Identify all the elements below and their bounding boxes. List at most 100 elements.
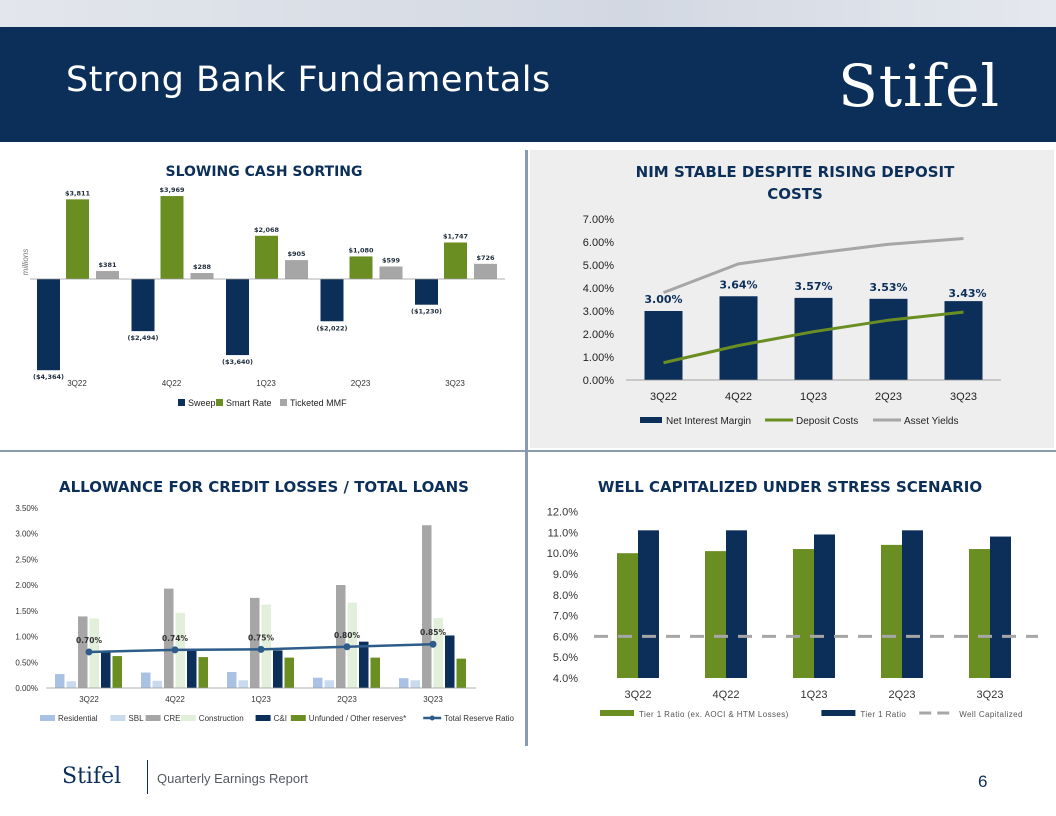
bar-tier-1-ratio-ex-aoci-htm-losses-3Q23: [969, 549, 990, 678]
bar-ticketed-mmf-2Q23: [379, 266, 403, 279]
bar-cre-3Q23: [422, 525, 432, 688]
y-tick-label: 1.50%: [15, 607, 38, 616]
bar-sweep-4Q22: [131, 279, 155, 332]
bar-tier-1-ratio-ex-aoci-htm-losses-2Q23: [881, 544, 902, 678]
cash-sorting-chart: SLOWING CASH SORTING millions ($4,364) $3,8…: [21, 164, 505, 408]
bar-sweep-2Q23: [320, 279, 344, 322]
y-tick-label: 2.00%: [583, 329, 614, 341]
legend-label-tier-1-ratio: Tier 1 Ratio: [860, 710, 906, 719]
bar-cre-3Q22: [78, 616, 88, 688]
stifel-logo: Stifel: [838, 52, 1000, 120]
y-tick-label: 9.0%: [553, 569, 578, 581]
title-banner: [0, 27, 1056, 142]
y-tick-label: 1.00%: [15, 633, 38, 642]
legend-swatch-ticketed-mmf: [280, 399, 287, 406]
legend-label-sbl: SBL: [128, 714, 144, 723]
data-label: $288: [193, 263, 212, 271]
bar-c-i-4Q22: [187, 649, 197, 688]
bar-residential-3Q23: [399, 678, 409, 688]
y-tick-label: 4.0%: [553, 673, 578, 685]
legend-label-residential: Residential: [58, 714, 98, 723]
y-tick-label: 11.0%: [548, 527, 579, 539]
legend-label-smart-rate: Smart Rate: [226, 398, 272, 408]
chart-background: [530, 150, 1054, 448]
data-label: 0.85%: [420, 628, 447, 637]
bar-residential-1Q23: [227, 672, 237, 688]
vertical-divider: [525, 150, 528, 746]
bar-tier-1-ratio-3Q23: [990, 536, 1011, 678]
x-tick-label: 1Q23: [256, 379, 276, 388]
bar-smart-rate-3Q23: [444, 242, 467, 279]
bar-nim-4Q22: [719, 296, 758, 380]
legend-swatch-tier-1-ratio-ex-aoci-htm-losses: [600, 710, 634, 716]
bar-nim-1Q23: [794, 297, 833, 380]
bar-unfunded-other-reserves-3Q23: [456, 658, 466, 688]
bar-ticketed-mmf-1Q23: [285, 260, 308, 279]
x-tick-label: 3Q23: [950, 391, 977, 403]
legend-swatch-c-i: [255, 715, 271, 721]
legend-label-sweep: Sweep: [188, 398, 216, 408]
bar-tier-1-ratio-3Q22: [638, 530, 659, 678]
top-strip: [0, 0, 1056, 27]
bar-smart-rate-2Q23: [349, 256, 373, 279]
bar-nim-3Q22: [644, 311, 683, 380]
bar-sbl-2Q23: [324, 680, 334, 688]
y-axis-label: millions: [21, 249, 30, 276]
x-tick-label: 3Q23: [423, 695, 443, 704]
data-label: 0.75%: [248, 633, 275, 642]
bar-ticketed-mmf-3Q23: [474, 263, 497, 279]
legend-label-deposit-costs: Deposit Costs: [796, 416, 858, 427]
legend-marker-total-reserve-ratio: [429, 715, 435, 721]
bar-smart-rate-4Q22: [160, 196, 184, 279]
x-tick-label: 3Q22: [67, 379, 87, 388]
data-label: $1,747: [443, 232, 468, 240]
data-label: 3.53%: [869, 281, 907, 294]
bar-construction-3Q22: [89, 618, 99, 688]
x-tick-label: 4Q22: [162, 379, 182, 388]
legend-label-unfunded-other-reserves: Unfunded / Other reserves*: [309, 714, 406, 723]
data-label: $599: [382, 256, 401, 264]
data-label: ($4,364): [33, 373, 64, 381]
x-tick-label: 1Q23: [800, 391, 827, 403]
legend-swatch-residential: [40, 715, 55, 721]
bar-sbl-1Q23: [238, 680, 248, 688]
data-label: $381: [98, 261, 117, 269]
bar-smart-rate-1Q23: [255, 235, 278, 279]
data-label: $2,068: [254, 226, 280, 234]
bar-smart-rate-3Q22: [66, 199, 89, 279]
chart-title: ALLOWANCE FOR CREDIT LOSSES / TOTAL LOAN…: [59, 478, 469, 496]
y-tick-label: 2.50%: [15, 555, 38, 564]
bar-sbl-3Q23: [410, 680, 420, 688]
bar-sbl-4Q22: [152, 680, 162, 688]
horizontal-divider: [0, 450, 1056, 452]
legend-label-cre: CRE: [164, 714, 181, 723]
y-tick-label: 3.00%: [15, 530, 38, 539]
y-tick-label: 0.50%: [15, 658, 38, 667]
x-tick-label: 3Q23: [977, 689, 1004, 701]
legend-swatch-tier-1-ratio: [821, 710, 856, 716]
x-tick-label: 4Q22: [165, 695, 185, 704]
y-tick-label: 8.0%: [553, 590, 578, 602]
chart-title-line: COSTS: [767, 185, 823, 203]
line-asset-yields: [662, 237, 964, 295]
legend-label-construction: Construction: [199, 714, 244, 723]
data-label: 0.80%: [334, 631, 361, 640]
bar-cre-2Q23: [336, 585, 346, 688]
bar-unfunded-other-reserves-4Q22: [198, 657, 208, 688]
bar-residential-4Q22: [141, 672, 151, 688]
legend-swatch-smart-rate: [216, 399, 223, 406]
reserve-ratio-point: [85, 648, 93, 656]
page-title: Strong Bank Fundamentals: [66, 60, 551, 100]
reserve-ratio-point: [429, 640, 437, 648]
data-label: ($3,640): [222, 358, 253, 366]
y-tick-label: 5.00%: [583, 260, 614, 272]
bar-construction-1Q23: [261, 604, 271, 688]
bar-c-i-2Q23: [359, 641, 369, 688]
legend-swatch-construction: [180, 715, 196, 721]
data-label: ($1,230): [411, 308, 442, 316]
bar-ticketed-mmf-3Q22: [96, 271, 119, 279]
data-label: 3.00%: [644, 293, 682, 306]
bar-c-i-3Q23: [445, 635, 455, 688]
data-label: 0.74%: [162, 634, 189, 643]
bar-nim-2Q23: [869, 298, 908, 380]
